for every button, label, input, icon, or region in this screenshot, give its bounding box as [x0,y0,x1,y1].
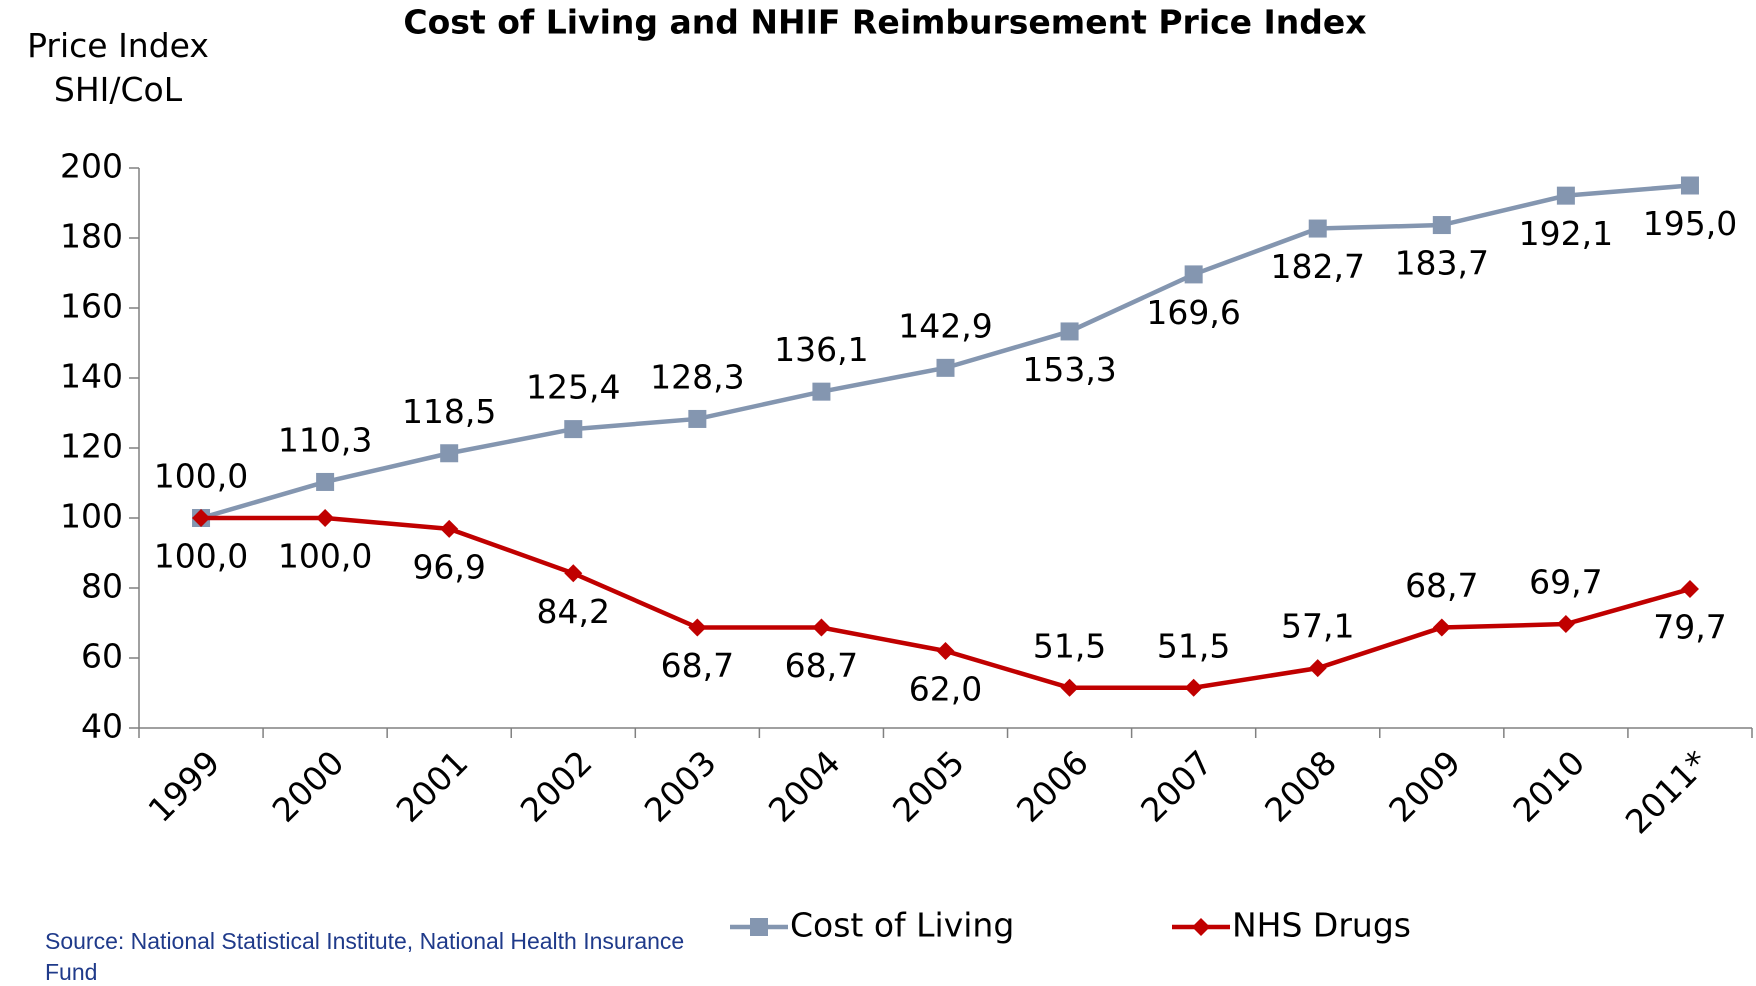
data-label: 153,3 [1022,350,1116,389]
data-label: 68,7 [785,646,858,685]
data-label: 100,0 [154,537,248,576]
y-tick-label: 60 [81,637,123,676]
data-label: 51,5 [1033,626,1106,665]
data-label: 68,7 [1405,566,1478,605]
y-tick-label: 40 [81,707,123,746]
marker [812,618,831,637]
y-tick-label: 80 [81,567,123,606]
data-label: 125,4 [526,368,620,407]
marker [440,444,459,463]
marker [192,509,211,527]
y-tick-label: 180 [60,217,123,256]
marker [1060,678,1079,697]
data-label: 100,0 [278,537,372,576]
x-tick-label: 2011* [1618,743,1717,842]
legend-item: NHS Drugs [1172,906,1411,945]
marker [688,618,707,637]
marker [1308,659,1327,678]
marker [564,564,583,583]
legend-label: Cost of Living [790,906,1014,945]
marker [1184,265,1203,284]
source-note: Source: National Statistical Institute, … [45,928,685,985]
marker [936,358,955,377]
marker [1308,219,1327,238]
marker [688,409,707,428]
data-label: 195,0 [1643,204,1737,243]
legend-label: NHS Drugs [1232,906,1411,945]
y-axis-label: Price Index SHI/CoL [27,26,209,109]
legend-marker [750,918,768,936]
data-label: 62,0 [909,670,982,709]
data-label: 100,0 [154,457,248,496]
marker [564,420,583,439]
x-tick-label: 2003 [637,743,724,830]
x-tick-label: 2002 [513,743,600,830]
data-label: 68,7 [661,646,734,685]
data-label: 79,7 [1653,608,1726,647]
marker [1680,176,1699,195]
marker [1432,618,1451,637]
x-tick-label: 2010 [1505,743,1592,830]
y-tick-label: 200 [60,147,123,186]
x-tick-label: 2004 [761,743,848,830]
x-tick-label: 2009 [1381,743,1468,830]
x-tick-label: 2005 [885,743,972,830]
x-tick-label: 1999 [140,743,227,830]
data-label: 96,9 [412,547,485,586]
legend-marker [1192,918,1210,936]
marker [1680,580,1699,599]
marker [812,382,831,401]
data-label: 118,5 [402,392,496,431]
marker [1556,615,1575,634]
x-tick-label: 2006 [1009,743,1096,830]
marker [936,642,955,660]
x-tick-label: 2000 [265,743,352,830]
y-tick-label: 140 [60,357,123,396]
marker [1432,216,1451,235]
data-label: 128,3 [650,357,744,396]
data-label: 136,1 [774,330,868,369]
series-line [200,183,1691,521]
marker [1060,322,1079,341]
data-label: 69,7 [1529,563,1602,602]
data-label: 192,1 [1519,214,1613,253]
x-tick-label: 2001 [389,743,476,830]
x-tick-label: 2008 [1257,743,1344,830]
data-label: 183,7 [1395,244,1489,283]
marker [316,472,335,491]
data-label: 142,9 [898,306,992,345]
legend-item: Cost of Living [730,906,1014,945]
y-tick-label: 160 [60,287,123,326]
data-label: 84,2 [537,592,610,631]
data-label: 182,7 [1270,247,1364,286]
data-label: 51,5 [1157,626,1230,665]
marker [316,509,335,527]
marker [1556,186,1575,205]
x-tick-label: 2007 [1133,743,1220,830]
data-label: 57,1 [1281,607,1354,646]
marker [1184,678,1203,697]
y-tick-label: 120 [60,427,123,466]
data-label: 110,3 [278,420,372,459]
data-label: 169,6 [1146,293,1240,332]
y-tick-label: 100 [60,497,123,536]
chart-title: Cost of Living and NHIF Reimbursement Pr… [403,3,1366,42]
marker [440,519,459,538]
